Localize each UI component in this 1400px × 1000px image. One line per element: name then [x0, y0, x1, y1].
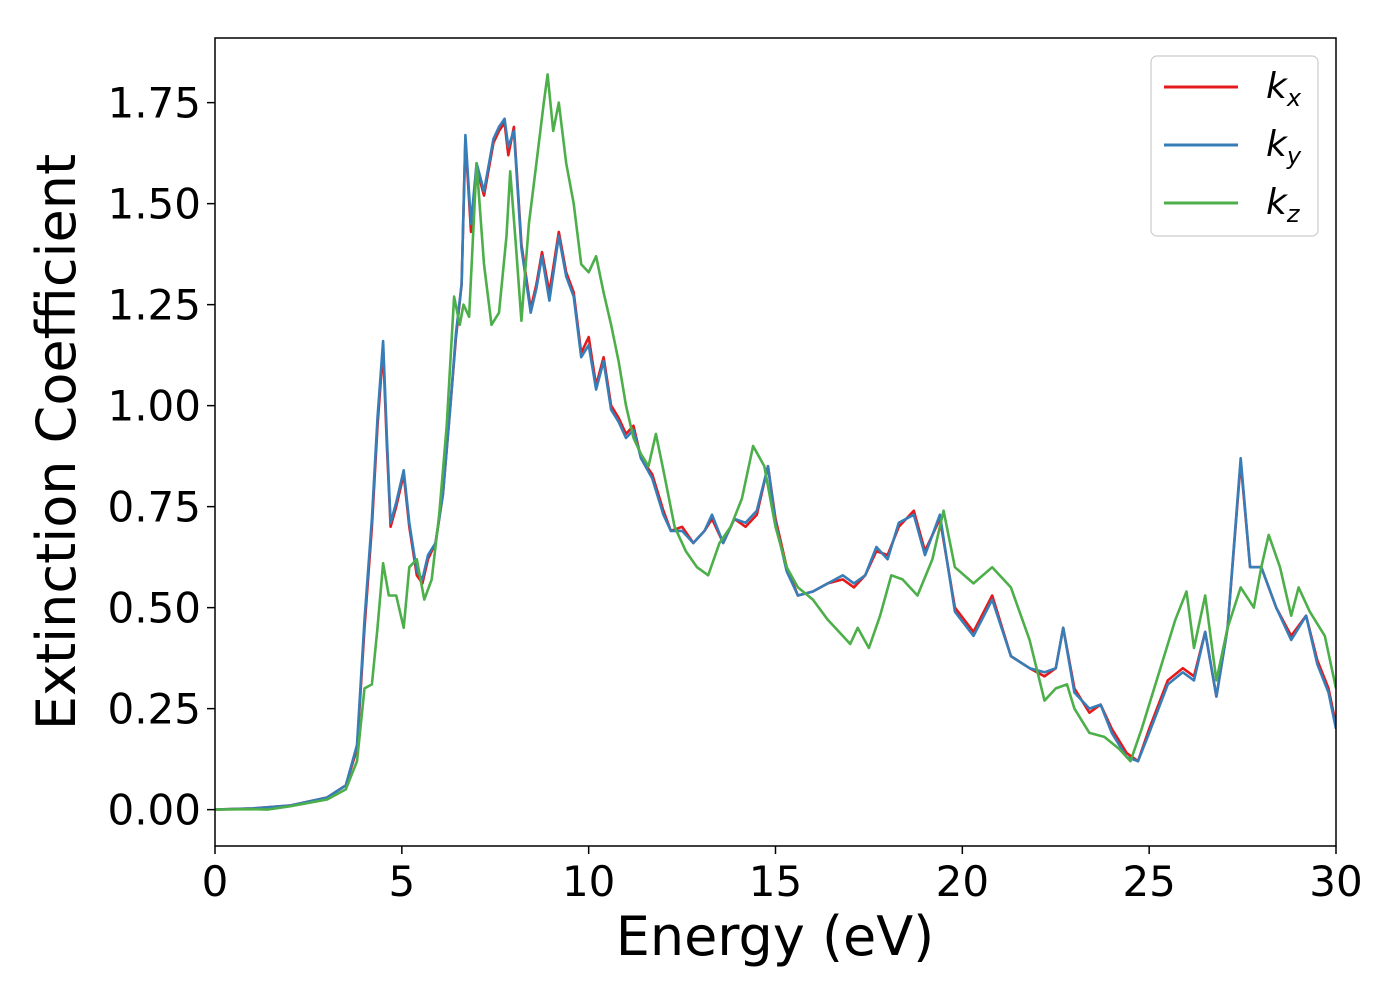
y-tick-label: 0.25: [107, 685, 201, 734]
y-tick-label: 0.75: [107, 483, 201, 532]
legend: kx ky kz: [1150, 55, 1319, 237]
y-axis-ticks: 0.00 0.25 0.50 0.75 1.00 1.25 1.50 1.75: [107, 79, 215, 835]
y-tick-label: 1.00: [107, 382, 201, 431]
x-tick-label: 20: [936, 857, 989, 906]
legend-label-y: ky: [1266, 124, 1302, 170]
x-tick-label: 5: [388, 857, 415, 906]
y-tick-label: 0.00: [107, 786, 201, 835]
y-tick-label: 0.50: [107, 584, 201, 633]
series-line-z: [215, 73, 1336, 811]
y-tick-label: 1.25: [107, 281, 201, 330]
legend-label-z: kz: [1266, 182, 1301, 228]
y-axis-label: Extinction Coefficient: [25, 154, 88, 730]
x-axis-ticks: 0 5 10 15 20 25 30: [202, 846, 1363, 906]
series-line-y: [215, 117, 1336, 811]
y-tick-label: 1.75: [107, 79, 201, 128]
legend-label-x: kx: [1266, 66, 1302, 112]
x-tick-label: 10: [562, 857, 615, 906]
x-tick-label: 0: [202, 857, 229, 906]
x-axis-label: Energy (eV): [616, 905, 935, 968]
series-layer: [215, 73, 1336, 811]
x-tick-label: 25: [1122, 857, 1175, 906]
y-tick-label: 1.50: [107, 180, 201, 229]
series-line-x: [215, 121, 1336, 811]
x-tick-label: 15: [749, 857, 802, 906]
x-tick-label: 30: [1309, 857, 1362, 906]
